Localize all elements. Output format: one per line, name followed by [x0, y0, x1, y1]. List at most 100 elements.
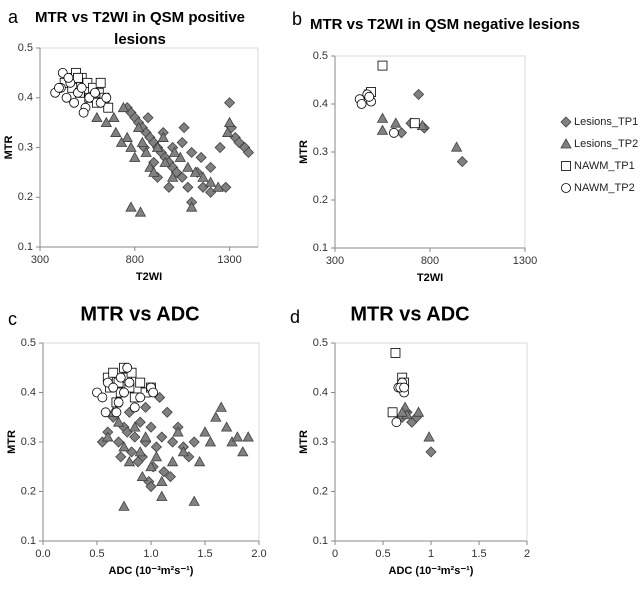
y-tick-label: 0.4: [313, 386, 328, 398]
triangle-marker: [166, 455, 179, 467]
x-tick-label: 800: [126, 254, 144, 266]
y-tick-label: 0.1: [313, 242, 328, 254]
diamond-marker: [145, 421, 157, 433]
circle-marker: [90, 87, 100, 98]
triangle-marker: [221, 126, 234, 137]
x-tick-label: 1300: [217, 254, 241, 266]
triangle-marker: [134, 206, 147, 217]
y-tick-label: 0.1: [313, 535, 328, 547]
square-marker: [390, 347, 401, 358]
triangle-marker: [231, 431, 244, 442]
circle-marker: [391, 417, 402, 428]
x-tick-label: 300: [31, 254, 49, 266]
triangle-marker: [220, 421, 233, 432]
y-axis-label: MTR: [3, 136, 15, 160]
y-axis-label: MTR: [6, 430, 18, 454]
triangle-marker: [423, 431, 435, 442]
triangle-marker: [189, 166, 202, 177]
circle-marker: [100, 407, 111, 418]
triangle-marker: [212, 181, 224, 192]
triangle-marker: [118, 500, 130, 511]
plot-area: [334, 55, 526, 249]
triangle-marker: [188, 495, 200, 506]
circle-marker: [101, 92, 112, 103]
diamond-marker: [205, 161, 217, 173]
x-tick-label: 2: [524, 548, 530, 560]
triangle-marker: [223, 116, 236, 128]
diamond-marker: [188, 436, 200, 448]
diamond-marker: [176, 171, 188, 183]
x-tick-label: 800: [421, 255, 439, 267]
circle-marker: [115, 372, 126, 383]
diamond-marker: [560, 116, 572, 128]
plot-area: [334, 342, 528, 542]
triangle-marker: [115, 136, 128, 147]
y-tick-label: 0.2: [313, 485, 328, 497]
triangle-marker: [182, 161, 194, 172]
diamond-marker: [456, 156, 468, 168]
square-marker: [135, 377, 146, 388]
diamond-marker: [223, 97, 236, 109]
diamond-marker: [176, 136, 188, 149]
diamond-marker: [164, 471, 177, 483]
triangle-marker: [134, 446, 146, 457]
circle-marker: [111, 407, 122, 418]
y-tick-label: 0.1: [18, 241, 33, 253]
panel-letter: c: [8, 309, 17, 329]
x-tick-label: 0.0: [35, 548, 50, 560]
square-marker: [561, 161, 571, 171]
x-tick-label: 1: [428, 548, 434, 560]
circle-marker: [78, 107, 89, 118]
y-tick-label: 0.2: [21, 485, 36, 497]
y-tick-label: 0.4: [18, 92, 33, 104]
triangle-marker: [140, 146, 152, 157]
panel-letter: a: [8, 7, 19, 27]
triangle-marker: [150, 451, 163, 462]
diamond-marker: [182, 181, 194, 193]
square-marker: [95, 77, 106, 88]
x-axis-label: T2WI: [417, 272, 443, 284]
triangle-marker: [112, 416, 125, 427]
triangle-marker: [117, 101, 130, 113]
legend-label: Lesions_TP2: [574, 138, 638, 150]
circle-marker: [364, 91, 375, 102]
square-marker: [377, 60, 388, 71]
triangle-marker: [167, 171, 179, 182]
triangle-marker: [215, 401, 227, 412]
legend-label: NAWM_TP2: [574, 182, 635, 194]
square-marker: [73, 72, 83, 83]
diamond-marker: [242, 146, 255, 159]
triangle-marker: [148, 166, 160, 177]
triangle-marker: [177, 446, 190, 457]
triangle-marker: [145, 460, 157, 472]
triangle-marker: [412, 406, 425, 417]
triangle-marker: [91, 111, 103, 123]
circle-marker: [63, 72, 74, 83]
x-tick-label: 300: [326, 255, 344, 267]
y-tick-label: 0.1: [21, 535, 36, 547]
y-tick-label: 0.4: [313, 98, 328, 110]
triangle-marker: [157, 131, 169, 142]
circle-marker: [54, 82, 64, 93]
y-tick-label: 0.3: [21, 436, 36, 448]
diamond-marker: [214, 141, 226, 154]
y-tick-label: 0.3: [313, 436, 328, 448]
triangle-marker: [118, 441, 130, 452]
circle-marker: [129, 402, 140, 413]
triangle-marker: [560, 138, 572, 149]
triangle-marker: [156, 475, 168, 487]
x-axis-label: ADC (10⁻³m²s⁻¹): [109, 565, 194, 577]
diamond-marker: [233, 136, 245, 149]
diamond-marker: [140, 401, 152, 413]
triangle-marker: [416, 119, 429, 131]
chart-title: MTR vs T2WI in QSM negative lesions: [310, 16, 580, 33]
triangle-marker: [151, 141, 164, 152]
diamond-marker: [167, 436, 179, 448]
circle-marker: [69, 97, 80, 108]
triangle-marker: [108, 111, 120, 123]
x-axis-label: ADC (10⁻³m²s⁻¹): [389, 565, 474, 577]
triangle-marker: [136, 136, 149, 147]
triangle-marker: [390, 117, 402, 128]
triangle-marker: [242, 431, 254, 442]
triangle-marker: [204, 176, 217, 187]
